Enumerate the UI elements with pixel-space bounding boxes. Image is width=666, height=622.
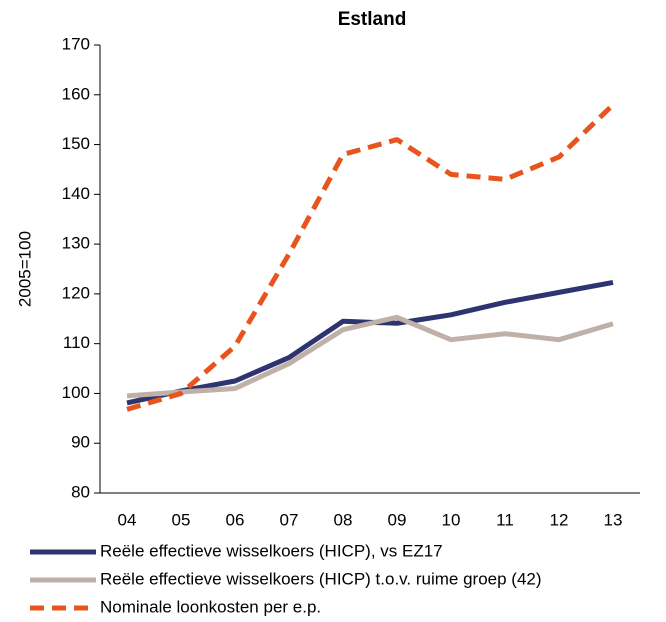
x-tick-label: 12 <box>550 510 569 529</box>
y-tick-label: 100 <box>62 383 90 402</box>
x-tick-label: 07 <box>280 510 299 529</box>
y-tick-label: 150 <box>62 134 90 153</box>
line-series <box>126 102 615 412</box>
chart-title: Estland <box>338 9 407 30</box>
legend-label: Reële effectieve wisselkoers (HICP), vs … <box>100 541 443 560</box>
y-tick-label: 160 <box>62 84 90 103</box>
legend-label: Reële effectieve wisselkoers (HICP) t.o.… <box>100 569 542 588</box>
x-tick-label: 10 <box>442 510 461 529</box>
y-tick-label: 140 <box>62 184 90 203</box>
y-tick-label: 80 <box>71 482 90 501</box>
x-tick-label: 06 <box>226 510 245 529</box>
y-tick-label: 130 <box>62 234 90 253</box>
legend-label: Nominale loonkosten per e.p. <box>100 597 321 616</box>
x-tick-label: 08 <box>334 510 353 529</box>
y-tick-label: 120 <box>62 283 90 302</box>
line-series <box>126 279 614 406</box>
y-axis-label: 2005=100 <box>15 231 34 307</box>
line-series <box>126 314 614 399</box>
x-tick-label: 11 <box>496 510 514 529</box>
y-tick-label: 90 <box>71 433 90 452</box>
x-tick-label: 09 <box>388 510 407 529</box>
x-tick-label: 13 <box>604 510 623 529</box>
y-tick-label: 110 <box>63 333 90 352</box>
x-tick-label: 05 <box>172 510 191 529</box>
y-tick-label: 170 <box>62 34 90 53</box>
x-tick-label: 04 <box>118 510 137 529</box>
